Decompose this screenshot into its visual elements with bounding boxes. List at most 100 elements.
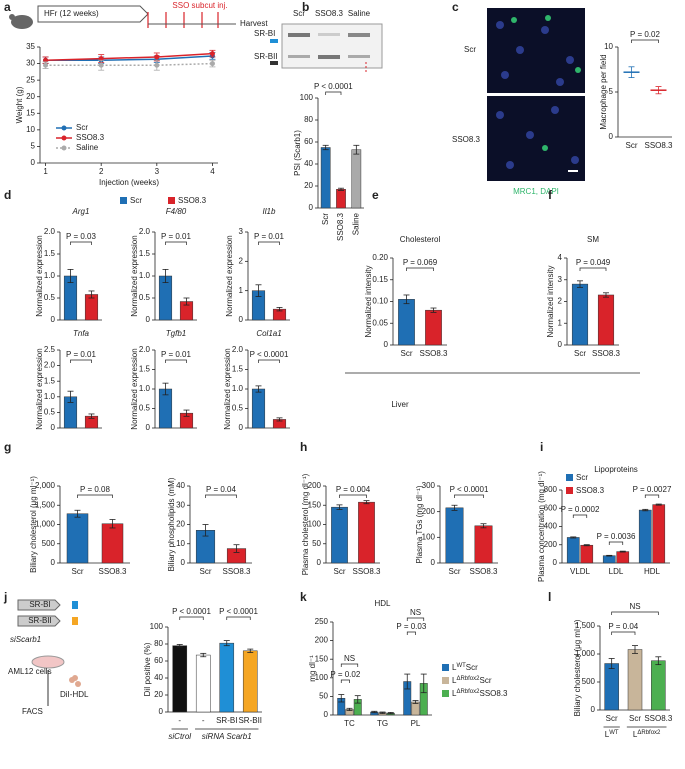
y-tick-label: 2.0 — [44, 361, 56, 370]
error-bar — [603, 292, 609, 298]
y-axis-label: Plasma concentration (mg dl⁻¹) — [537, 471, 546, 582]
x-tick-label: Scr — [629, 714, 641, 723]
significance-label: P = 0.04 — [608, 622, 638, 631]
x-tick-label: LDL — [609, 567, 624, 576]
error-bar — [276, 417, 283, 422]
significance-bracket — [406, 267, 434, 271]
series-line — [45, 55, 213, 62]
significance-bracket — [631, 39, 659, 43]
y-tick-label: 0.5 — [139, 404, 151, 413]
error-bar — [403, 294, 410, 305]
band-label: SR-BII — [254, 52, 278, 61]
significance-bracket — [611, 631, 636, 635]
significance-bracket — [226, 616, 251, 620]
genotype-sup: ΔRbfox2 — [637, 730, 661, 736]
x-tick-label: - — [178, 716, 181, 725]
legend-swatch — [120, 197, 127, 204]
significance-bracket — [406, 617, 425, 621]
stain-label: MRC1, DAPI — [513, 187, 559, 196]
bar — [66, 513, 89, 564]
error-bar — [338, 187, 344, 191]
legend-marker — [61, 145, 67, 151]
lane-label: SSO8.3 — [315, 9, 344, 18]
y-tick-label: 500 — [582, 677, 596, 686]
legend-genotype: L — [452, 689, 457, 698]
x-tick-label: 1 — [43, 167, 48, 176]
y-axis-label: Normalized intensity — [364, 265, 373, 337]
group-label: siRNA Scarb1 — [202, 732, 252, 741]
error-bar — [353, 144, 360, 155]
y-tick-label: 1.5 — [44, 249, 56, 258]
y-tick-label: 0.5 — [232, 404, 244, 413]
bar — [242, 650, 258, 713]
x-tick-label: SR-BI — [216, 716, 237, 725]
x-tick-label: Saline — [351, 212, 360, 235]
error-bar — [162, 268, 169, 284]
bar — [638, 509, 652, 564]
error-bar — [183, 409, 190, 417]
panel-letter: b — [302, 0, 309, 14]
image-row-label: SSO8.3 — [452, 135, 481, 144]
y-axis-label: Normalized intensity — [546, 265, 555, 337]
x-tick-label: SSO8.3 — [222, 567, 251, 576]
legend-swatch — [566, 474, 573, 481]
bar — [474, 525, 493, 564]
y-tick-label: 3 — [558, 275, 563, 284]
x-tick-label: SR-BII — [238, 716, 262, 725]
y-tick-label: 10 — [604, 42, 613, 51]
y-axis-label: Macrophage per field — [599, 54, 608, 129]
significance-label: NS — [629, 602, 640, 611]
significance-label: P = 0.08 — [80, 485, 110, 494]
y-tick-label: 20 — [176, 520, 185, 529]
point — [154, 62, 160, 68]
harvest-label: Harvest — [240, 19, 268, 28]
y-tick-label: 1.0 — [232, 384, 244, 393]
y-tick-label: 0.20 — [372, 253, 388, 262]
y-tick-label: 0 — [553, 558, 558, 567]
x-tick-label: Scr — [449, 567, 461, 576]
tissue-label: Liver — [391, 400, 409, 409]
bar — [651, 660, 666, 711]
y-tick-label: 100 — [308, 520, 322, 529]
y-axis-label: Biliary cholesterol (μg ml⁻¹) — [573, 619, 582, 716]
genotype-base: L — [605, 730, 610, 739]
y-tick-label: 0 — [181, 558, 186, 567]
error-bar — [162, 382, 169, 396]
y-tick-label: 100 — [315, 673, 329, 682]
panel-letter: e — [372, 188, 379, 202]
y-axis-label: Biliary phospholipids (mM) — [167, 477, 176, 571]
y-tick-label: 30 — [26, 59, 35, 68]
legend-label: Scr — [576, 473, 588, 482]
y-tick-label: 2.0 — [139, 227, 151, 236]
y-tick-label: 40 — [304, 159, 313, 168]
y-tick-label: 1.5 — [139, 249, 151, 258]
y-tick-label: 50 — [312, 539, 321, 548]
lane-label: Scr — [293, 9, 305, 18]
legend-genotype: L — [452, 663, 457, 672]
x-tick-label: Scr — [72, 567, 84, 576]
y-tick-label: 2.0 — [44, 227, 56, 236]
y-tick-label: 0 — [51, 315, 56, 324]
point — [209, 61, 215, 67]
bar — [597, 294, 615, 346]
legend-swatch — [168, 197, 175, 204]
bar — [425, 309, 442, 346]
band-label: SR-BI — [254, 29, 275, 38]
legend-marker — [61, 135, 67, 141]
significance-label: P < 0.0001 — [450, 485, 489, 494]
y-tick-label: 0 — [591, 705, 596, 714]
x-tick-label: Scr — [574, 349, 586, 358]
y-tick-label: 300 — [422, 481, 436, 490]
y-tick-label: 1.5 — [44, 376, 56, 385]
bar — [195, 654, 211, 713]
y-axis-label: Weight (g) — [15, 86, 24, 123]
error-bar — [371, 710, 378, 714]
error-bar — [338, 694, 345, 703]
diet-label: HFr (12 weeks) — [44, 9, 99, 18]
significance-label: P = 0.01 — [161, 232, 191, 241]
y-tick-label: 1.5 — [232, 365, 244, 374]
significance-label: P = 0.02 — [630, 30, 660, 39]
error-bar — [202, 524, 209, 537]
significance-bracket — [454, 494, 484, 498]
